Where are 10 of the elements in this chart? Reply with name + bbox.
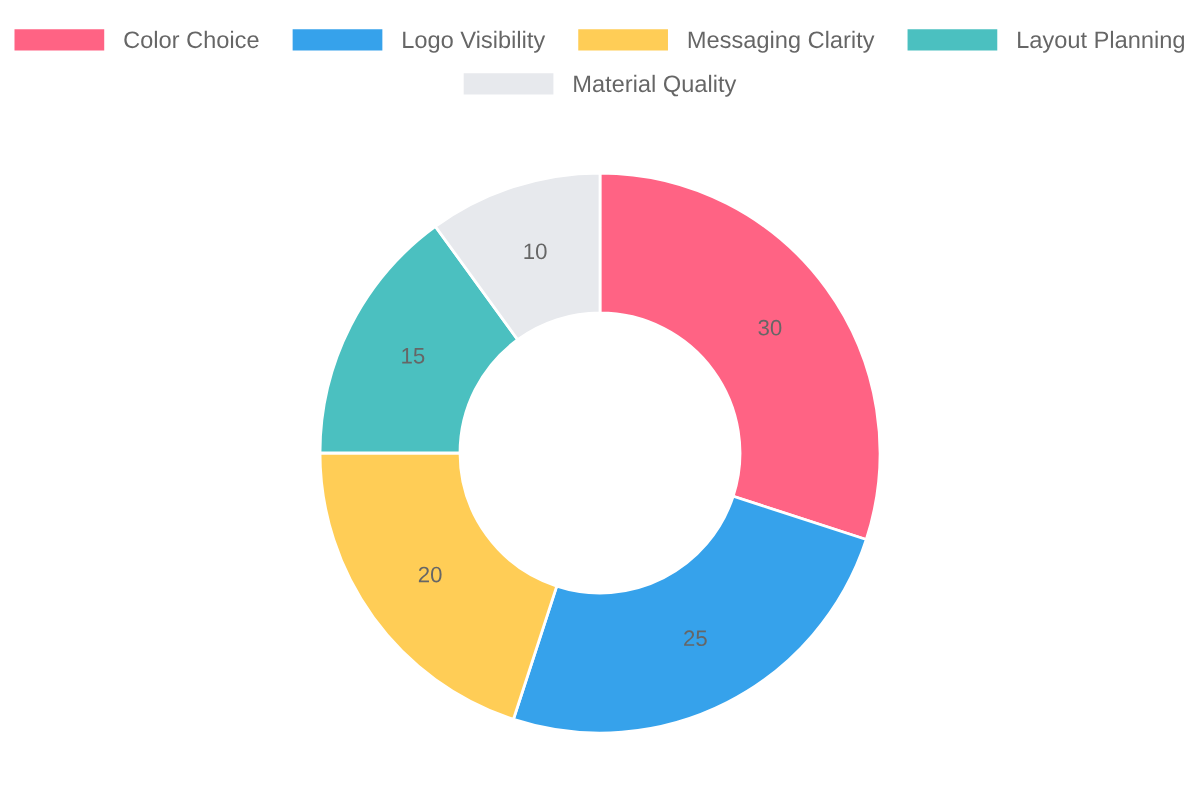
data-label: 25 — [684, 630, 707, 647]
data-label: 30 — [758, 319, 782, 336]
legend-label: Logo Visibility — [403, 30, 546, 53]
legend-label: Messaging Clarity — [688, 30, 875, 53]
data-label: 15 — [402, 348, 425, 364]
data-label: 20 — [418, 566, 442, 583]
data-label: 10 — [524, 243, 547, 260]
legend-label: Material Quality — [574, 74, 737, 97]
legend-label: Color Choice — [124, 30, 259, 49]
legend-label: Layout Planning — [1018, 30, 1184, 53]
